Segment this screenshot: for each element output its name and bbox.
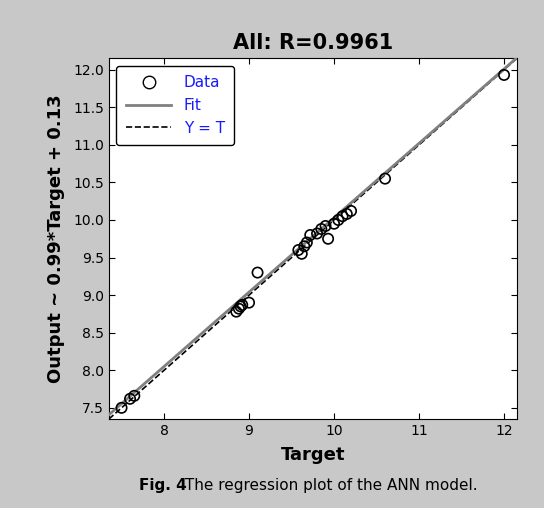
Point — [253, 269, 262, 277]
Point — [234, 305, 243, 313]
Point — [130, 392, 139, 400]
Point — [294, 246, 302, 254]
Point — [321, 222, 330, 230]
Point — [500, 71, 509, 79]
Point — [126, 395, 134, 403]
X-axis label: Target: Target — [281, 447, 345, 464]
Point — [324, 235, 332, 243]
Title: All: R=0.9961: All: R=0.9961 — [233, 33, 393, 53]
Point — [238, 301, 246, 309]
Point — [245, 299, 254, 307]
Point — [343, 210, 351, 218]
Point — [313, 230, 322, 238]
Point — [306, 231, 314, 239]
Point — [317, 225, 326, 233]
Point — [347, 207, 355, 215]
Point — [334, 216, 343, 224]
Point — [117, 404, 126, 412]
Point — [232, 307, 240, 315]
Text: Fig. 4: Fig. 4 — [139, 478, 187, 493]
Point — [330, 219, 338, 228]
Point — [381, 175, 390, 183]
Point — [236, 302, 245, 310]
Point — [300, 242, 308, 250]
Y-axis label: Output ~ 0.99*Target + 0.13: Output ~ 0.99*Target + 0.13 — [47, 94, 65, 383]
Point — [338, 212, 347, 220]
Text: The regression plot of the ANN model.: The regression plot of the ANN model. — [180, 478, 477, 493]
Point — [298, 250, 306, 258]
Legend: Data, Fit, Y = T: Data, Fit, Y = T — [116, 66, 234, 145]
Point — [302, 238, 311, 246]
